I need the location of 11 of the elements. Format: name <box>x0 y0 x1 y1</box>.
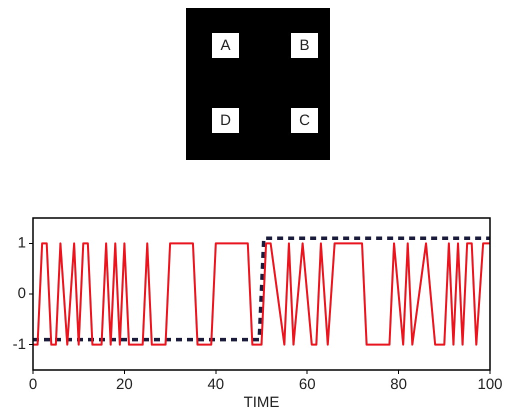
y-tick-label: 1 <box>18 234 26 252</box>
x-tick-label: 40 <box>207 376 224 394</box>
x-tick-label: 0 <box>28 376 38 394</box>
y-tick-label: -1 <box>12 336 26 353</box>
x-tick-label: 20 <box>116 376 133 394</box>
y-tick-label: 0 <box>18 285 26 302</box>
x-tick-label: 100 <box>477 376 503 394</box>
square-panel-diagram: A B D C <box>186 8 330 160</box>
x-tick-label: 60 <box>298 376 316 394</box>
x-axis-title: TIME <box>244 394 280 412</box>
x-tick-label: 80 <box>390 376 407 394</box>
